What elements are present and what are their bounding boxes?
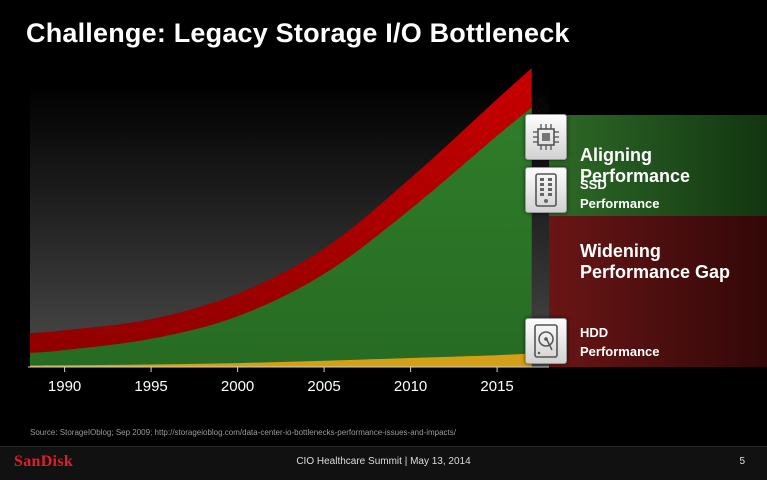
aligning-performance-label: Aligning Performance [580,145,691,186]
x-tick-label: 2015 [480,378,514,395]
footer-bar: SanDisk CIO Healthcare Summit | May 13, … [0,446,767,480]
cpu-icon [525,114,567,160]
x-tick-label: 2000 [220,378,255,395]
source-citation: Source: StorageIOblog; Sep 2009; http://… [30,428,456,437]
x-tick-label: 2005 [307,378,341,395]
sandisk-logo: SanDisk [14,453,74,470]
footer-event: CIO Healthcare Summit | May 13, 2014 [296,456,471,467]
page-number: 5 [739,456,745,467]
x-tick-label: 1995 [134,378,168,395]
ssd-icon [525,167,567,213]
aligning-performance-panel [549,115,767,216]
performance-gap-panel [549,216,767,367]
hdd-performance-area [30,353,532,367]
x-tick-label: 1990 [47,378,82,395]
x-tick-label: 2010 [393,378,428,395]
hdd-icon [525,318,567,364]
ssd-performance-area [30,107,532,367]
ssd-performance-label: SSD Performance [580,177,660,211]
widening-gap-label: Widening Performance Gap [580,241,731,282]
hdd-performance-label: HDD Performance [580,325,660,359]
slide-title: Challenge: Legacy Storage I/O Bottleneck [26,18,570,48]
